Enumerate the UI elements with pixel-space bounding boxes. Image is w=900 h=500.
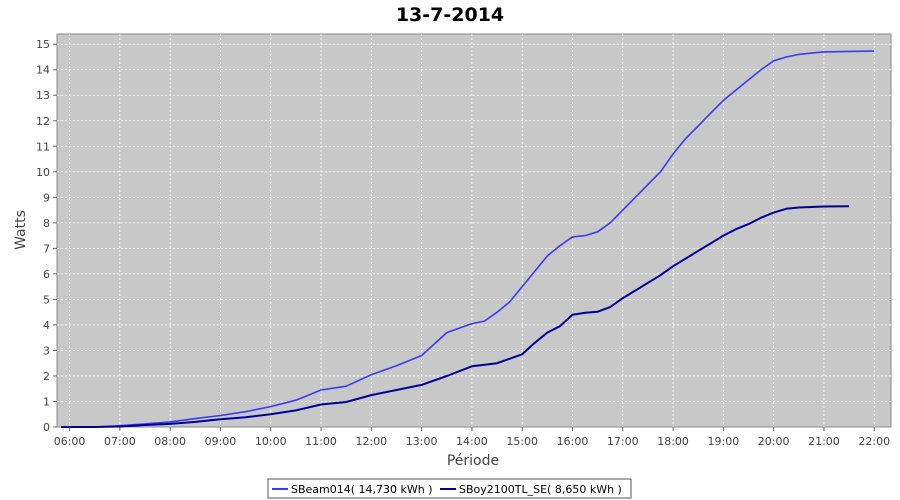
y-tick-label: 5 <box>43 293 50 306</box>
x-tick-label: 22:00 <box>858 435 890 448</box>
series-line-1 <box>61 205 850 428</box>
x-tick-label: 19:00 <box>708 435 740 448</box>
y-tick-label: 11 <box>36 140 50 153</box>
y-tick-label: 2 <box>43 370 50 383</box>
y-tick-label: 7 <box>43 242 50 255</box>
x-tick-label: 17:00 <box>607 435 639 448</box>
y-axis-label: Watts <box>13 210 29 250</box>
y-tick-label: 14 <box>36 64 50 77</box>
x-tick-label: 14:00 <box>456 435 488 448</box>
x-tick-label: 20:00 <box>758 435 790 448</box>
x-tick-label: 06:00 <box>54 435 86 448</box>
series-lines <box>61 50 875 428</box>
x-tick-label: 13:00 <box>406 435 438 448</box>
x-tick-label: 11:00 <box>305 435 337 448</box>
x-tick-label: 16:00 <box>557 435 589 448</box>
y-tick-label: 8 <box>43 217 50 230</box>
series-line-0 <box>61 50 875 428</box>
y-tick-label: 13 <box>36 89 50 102</box>
x-tick-label: 07:00 <box>104 435 136 448</box>
y-tick-label: 0 <box>43 421 50 434</box>
y-tick-label: 3 <box>43 344 50 357</box>
plot-area <box>56 33 892 428</box>
legend-label-sboy2100tl-se: SBoy2100TL_SE( 8,650 kWh ) <box>459 483 622 496</box>
y-tick-label: 9 <box>43 191 50 204</box>
x-tick-label: 21:00 <box>808 435 840 448</box>
x-tick-label: 18:00 <box>657 435 689 448</box>
y-tick-label: 15 <box>36 38 50 51</box>
x-axis-label: Période <box>447 453 499 469</box>
legend-label-sbeam014: SBeam014( 14,730 kWh ) <box>291 483 433 496</box>
chart-title: 13-7-2014 <box>396 4 504 26</box>
x-tick-label: 10:00 <box>255 435 287 448</box>
x-tick-label: 08:00 <box>154 435 186 448</box>
y-tick-label: 12 <box>36 115 50 128</box>
x-tick-label: 15:00 <box>506 435 538 448</box>
y-tick-label: 10 <box>36 166 50 179</box>
x-tick-label: 12:00 <box>355 435 387 448</box>
y-tick-label: 6 <box>43 268 50 281</box>
y-tick-label: 4 <box>43 319 50 332</box>
y-tick-label: 1 <box>43 395 50 408</box>
legend: SBeam014( 14,730 kWh ) SBoy2100TL_SE( 8,… <box>267 478 632 499</box>
x-tick-label: 09:00 <box>205 435 237 448</box>
